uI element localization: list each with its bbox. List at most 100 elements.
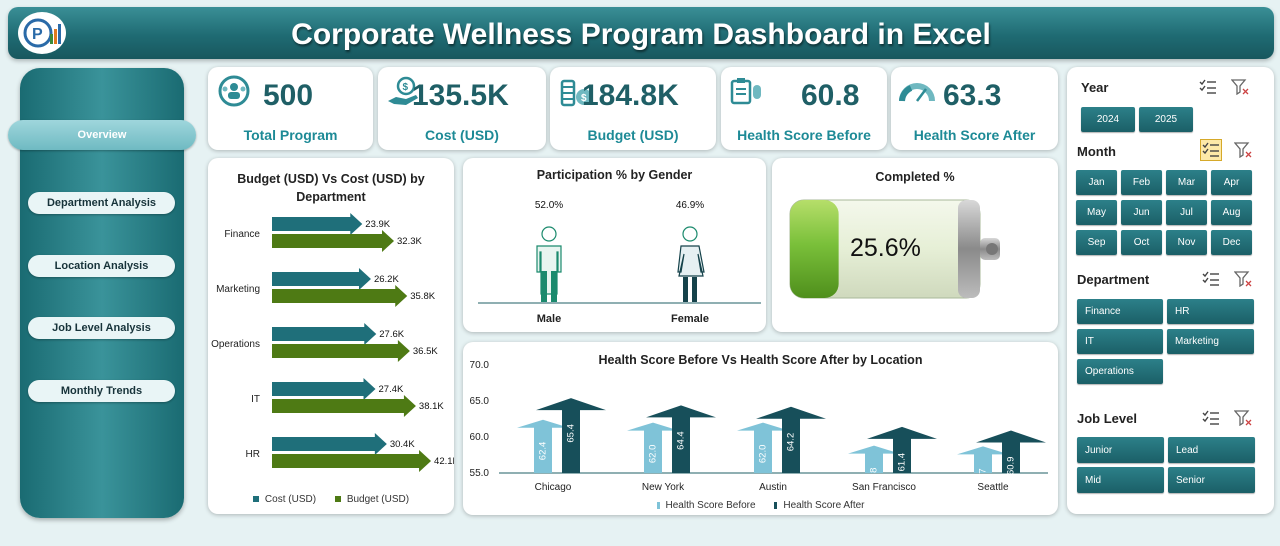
kpi-label: Budget (USD) (587, 127, 679, 143)
multi-select-icon[interactable] (1200, 139, 1222, 161)
slicer-month-mar[interactable]: Mar (1166, 170, 1207, 195)
kpi-value: 184.8K (582, 79, 679, 112)
slicer-dept-finance[interactable]: Finance (1077, 299, 1163, 324)
svg-text:P: P (32, 26, 43, 43)
nav-department-analysis[interactable]: Department Analysis (28, 192, 175, 214)
data-label: 23.9K (365, 219, 390, 230)
before-arrow-bar (627, 422, 679, 473)
slicer-panel: Year 2024 2025 Month Jan Feb Mar Apr May Jun J… (1067, 67, 1274, 514)
after-arrow-bar (536, 398, 606, 473)
slicer-month-jul[interactable]: Jul (1166, 200, 1207, 225)
data-label: 42.1K (434, 456, 454, 467)
kpi-value: 500 (263, 79, 314, 112)
budget-arrow-bar (272, 450, 432, 472)
male-figure-icon (536, 226, 562, 302)
kpi-label: Cost (USD) (425, 127, 499, 143)
slicer-month-aug[interactable]: Aug (1211, 200, 1252, 225)
cost-arrow-bar (272, 378, 376, 400)
data-label: 36.5K (413, 346, 438, 357)
slicer-year-2025[interactable]: 2025 (1139, 107, 1193, 132)
multi-select-icon[interactable] (1197, 77, 1219, 97)
data-label: 62.0 (758, 445, 769, 464)
category-label: Austin (759, 482, 787, 493)
legend-swatch-before (656, 501, 660, 509)
data-label: 61.4 (897, 453, 908, 472)
slicer-month-oct[interactable]: Oct (1121, 230, 1162, 255)
slicer-month-sep[interactable]: Sep (1076, 230, 1117, 255)
budget-arrow-bar (272, 395, 416, 417)
page-title: Corporate Wellness Program Dashboard in … (291, 18, 991, 51)
data-label: 64.4 (676, 431, 687, 450)
cost-arrow-bar (272, 433, 387, 455)
y-tick-label: 60.0 (470, 432, 490, 443)
chart-legend: Cost (USD) Budget (USD) (208, 494, 454, 505)
data-label: 26.2K (374, 274, 399, 285)
kpi-value: 135.5K (412, 79, 509, 112)
slicer-dept-operations[interactable]: Operations (1077, 359, 1163, 384)
legend-swatch-budget (334, 496, 341, 503)
category-label: New York (642, 482, 685, 493)
gender-chart: 52.0% Male 46.9% Female (478, 200, 761, 325)
slicer-month-dec[interactable]: Dec (1211, 230, 1252, 255)
data-label: 32.3K (397, 236, 422, 247)
multi-select-icon[interactable] (1200, 269, 1222, 289)
completed-card: Completed % 25.6% (772, 158, 1058, 332)
category-label: Chicago (535, 482, 572, 493)
nav-overview[interactable]: Overview (8, 120, 196, 150)
slicer-dept-marketing[interactable]: Marketing (1167, 329, 1254, 354)
data-label: 60.9 (1006, 457, 1017, 476)
slicer-month-nov[interactable]: Nov (1166, 230, 1207, 255)
battery-icon (789, 199, 1000, 299)
slicer-dept-it[interactable]: IT (1077, 329, 1163, 354)
kpi-label: Health Score Before (737, 127, 871, 143)
after-arrow-bar (756, 406, 826, 473)
chart-legend: Health Score Before Health Score After (463, 500, 1058, 511)
clear-filter-icon[interactable] (1232, 408, 1254, 428)
nav-monthly-trends[interactable]: Monthly Trends (28, 380, 175, 402)
data-label: 58.7 (978, 468, 989, 487)
category-label: Male (537, 313, 561, 325)
slicer-month-may[interactable]: May (1076, 200, 1117, 225)
category-label: Marketing (216, 284, 260, 295)
slicer-title-job-level: Job Level (1077, 411, 1137, 426)
slicer-month-feb[interactable]: Feb (1121, 170, 1162, 195)
health-location-chart: 70.0 65.0 60.0 55.0 62.4 65.4 Chicago 62.0 64.4 N… (470, 360, 1048, 493)
gauge-icon (899, 83, 935, 102)
data-label: 58.8 (869, 468, 880, 487)
data-label: 38.1K (419, 401, 444, 412)
y-tick-label: 55.0 (470, 468, 490, 479)
slicer-job-junior[interactable]: Junior (1077, 437, 1164, 463)
female-figure-icon (677, 226, 705, 302)
category-label: HR (246, 449, 260, 460)
clear-filter-icon[interactable] (1232, 269, 1254, 289)
legend-cost: Cost (USD) (264, 494, 317, 505)
nav-location-analysis[interactable]: Location Analysis (28, 255, 175, 277)
y-tick-label: 70.0 (470, 360, 490, 371)
data-label: 52.0% (535, 200, 563, 211)
budget-arrow-bar (272, 285, 408, 307)
after-arrow-bar (867, 426, 937, 473)
slicer-month-jan[interactable]: Jan (1076, 170, 1117, 195)
cost-arrow-bar (272, 268, 371, 290)
clear-filter-icon[interactable] (1229, 77, 1251, 97)
slicer-month-apr[interactable]: Apr (1211, 170, 1252, 195)
kpi-health-before: 60.8 Health Score Before (721, 67, 887, 150)
slicer-job-lead[interactable]: Lead (1168, 437, 1255, 463)
nav-job-level-analysis[interactable]: Job Level Analysis (28, 317, 175, 339)
slicer-job-senior[interactable]: Senior (1168, 467, 1255, 493)
kpi-value: 63.3 (943, 79, 1002, 112)
kpi-health-after: 63.3 Health Score After (891, 67, 1058, 150)
category-label: Seattle (977, 482, 1009, 493)
slicer-dept-hr[interactable]: HR (1167, 299, 1254, 324)
slicer-title-department: Department (1077, 272, 1150, 287)
slicer-month-jun[interactable]: Jun (1121, 200, 1162, 225)
slicer-year-2024[interactable]: 2024 (1081, 107, 1135, 132)
slicer-job-mid[interactable]: Mid (1077, 467, 1164, 493)
before-arrow-bar (517, 419, 569, 473)
logo: P (18, 12, 66, 54)
multi-select-icon[interactable] (1200, 408, 1222, 428)
clear-filter-icon[interactable] (1232, 140, 1254, 160)
svg-text:$: $ (403, 82, 409, 93)
gender-chart-card: Participation % by Gender 52.0% Male 46.9%… (463, 158, 766, 332)
category-label: Female (671, 313, 709, 325)
